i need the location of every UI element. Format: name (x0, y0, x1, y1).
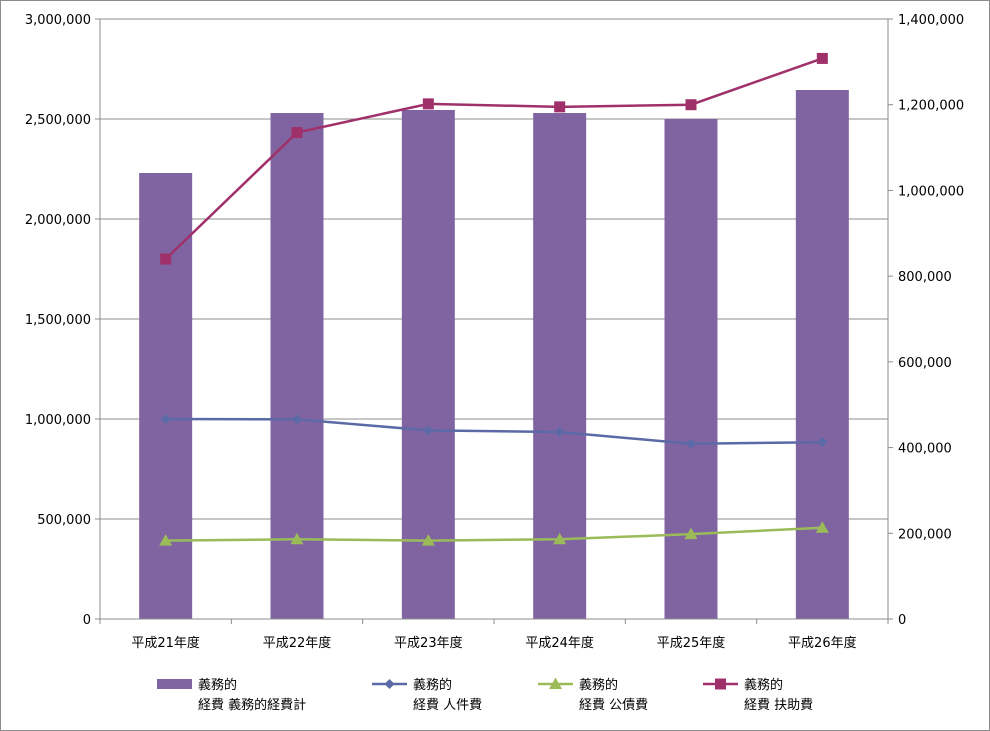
x-axis-tick-label: 平成24年度 (525, 635, 594, 651)
series-line (164, 57, 823, 260)
legend-label-line1: 義務的 (413, 677, 452, 693)
left-axis-tick-label: 500,000 (37, 513, 91, 528)
axes: 0 500,000 1,000,000 1,500,000 2,000,000 2,500… (25, 13, 964, 651)
diamond-marker (554, 427, 565, 437)
right-axis-tick-label: 400,000 (898, 442, 952, 457)
right-axis-tick-label: 600,000 (898, 356, 952, 371)
triangle-marker (159, 534, 173, 546)
square-marker (715, 678, 726, 690)
diamond-marker (292, 414, 302, 425)
x-axis-tick-label: 平成23年度 (394, 635, 463, 651)
left-axis-tick-label: 2,500,000 (25, 113, 91, 128)
x-axis-tick-label: 平成26年度 (788, 635, 857, 651)
line-series (159, 52, 829, 546)
square-marker (422, 98, 434, 110)
series-line (165, 526, 823, 542)
diamond-marker (423, 425, 434, 436)
triangle-marker (549, 677, 562, 689)
x-axis-tick-label: 平成21年度 (131, 635, 200, 651)
left-axis-tick-label: 1,500,000 (25, 313, 91, 328)
right-axis-tick-label: 1,400,000 (898, 13, 964, 28)
square-marker (554, 101, 566, 113)
triangle-marker (815, 521, 829, 533)
right-axis-tick-label: 1,200,000 (898, 99, 964, 114)
diamond-marker (384, 679, 395, 689)
legend-swatch-bar (157, 679, 192, 689)
legend-label-line1: 義務的 (198, 677, 237, 693)
bar-series (139, 90, 849, 619)
legend-label-line1: 義務的 (579, 677, 618, 693)
square-marker (816, 52, 828, 64)
triangle-marker (553, 532, 567, 545)
series-line (165, 417, 823, 446)
square-marker (291, 127, 303, 139)
left-axis-tick-label: 1,000,000 (25, 413, 91, 428)
triangle-marker (290, 532, 304, 545)
diamond-marker (160, 414, 171, 424)
bar (664, 119, 718, 619)
legend-label-line2: 経費 扶助費 (744, 698, 813, 713)
legend-label-line2: 経費 人件費 (413, 698, 482, 713)
square-marker (685, 99, 697, 111)
legend-label-line1: 義務的 (744, 677, 783, 693)
left-axis-tick-label: 3,000,000 (25, 13, 91, 28)
right-axis-tick-label: 1,000,000 (898, 184, 964, 199)
square-marker (160, 253, 172, 265)
x-axis-tick-label: 平成22年度 (263, 635, 332, 651)
bar (795, 90, 849, 619)
diamond-marker (817, 437, 828, 448)
right-axis-tick-label: 0 (898, 613, 906, 628)
left-axis-tick-label: 0 (83, 613, 91, 628)
right-axis-tick-label: 800,000 (898, 270, 952, 285)
diamond-marker (686, 438, 696, 449)
triangle-marker (421, 534, 435, 546)
x-axis-tick-label: 平成25年度 (657, 635, 726, 651)
legend-label-line2: 経費 公債費 (579, 698, 648, 713)
left-axis-tick-label: 2,000,000 (25, 213, 91, 228)
triangle-marker (684, 527, 698, 540)
legend-label-line2: 経費 義務的経費計 (198, 697, 306, 713)
right-axis-tick-label: 200,000 (898, 527, 952, 542)
